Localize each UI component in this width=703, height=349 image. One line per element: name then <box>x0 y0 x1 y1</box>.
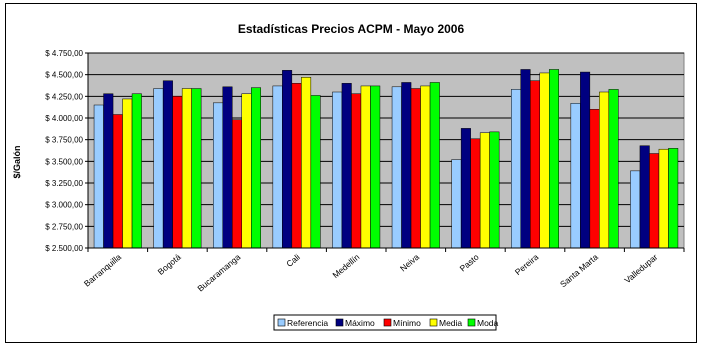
bar-mínimo-bucaramanga <box>232 119 242 249</box>
bar-media-pasto <box>479 132 490 249</box>
y-tick-label: $ 3.000,00 <box>45 201 83 210</box>
y-ticks: $ 2.500,00 $ 2.750,00 $ 3.000,00 $ 3.250,00… <box>45 49 89 253</box>
y-tick-label: $ 2.500,00 <box>45 244 83 253</box>
bar-moda-cali <box>310 95 321 249</box>
bar-máximo-neiva <box>401 82 412 249</box>
bar-mínimo-valledupar <box>649 153 660 249</box>
bar-referencia-medellín <box>332 91 343 249</box>
bar-moda-pasto <box>489 131 500 249</box>
bar-máximo-medellín <box>341 83 352 249</box>
bar-moda-medellín <box>370 85 381 249</box>
bar-media-barranquilla <box>122 98 133 249</box>
bar-máximo-bucaramanga <box>222 86 233 249</box>
legend-swatch <box>429 318 438 327</box>
bar-referencia-barranquilla <box>93 104 104 249</box>
x-tick-label: Santa Marta <box>558 252 600 290</box>
bar-media-bucaramanga <box>241 93 252 249</box>
legend-label: Moda <box>477 318 499 328</box>
legend-label: Máximo <box>345 318 375 328</box>
chart-title: Estadísticas Precios ACPM - Mayo 2006 <box>238 22 465 36</box>
bar-media-cali <box>301 77 312 249</box>
bars <box>93 69 679 249</box>
bar-mínimo-neiva <box>410 88 421 249</box>
bar-moda-barranquilla <box>131 93 142 249</box>
bar-referencia-bucaramanga <box>213 102 223 249</box>
bar-mínimo-cali <box>291 83 302 249</box>
bar-moda-neiva <box>429 82 440 249</box>
bar-mínimo-pereira <box>530 80 540 249</box>
bar-máximo-santa marta <box>580 71 591 249</box>
bar-referencia-valledupar <box>630 170 641 249</box>
bar-moda-bogotá <box>191 88 202 249</box>
legend-swatch <box>383 318 392 327</box>
bar-máximo-bogotá <box>162 80 173 249</box>
bar-máximo-cali <box>282 70 293 249</box>
x-tick-label: Pasto <box>458 252 481 274</box>
bar-mínimo-pasto <box>470 138 481 249</box>
y-tick-label: $ 4.750,00 <box>45 49 83 58</box>
legend-swatch <box>467 318 476 327</box>
bar-media-neiva <box>420 85 431 249</box>
y-tick-label: $ 3.750,00 <box>45 136 83 145</box>
x-tick-label: Pereira <box>513 252 541 277</box>
legend: Referencia Máximo Mínimo Media Moda <box>273 314 499 331</box>
bar-moda-valledupar <box>668 148 679 249</box>
y-tick-label: $ 4.250,00 <box>45 92 83 101</box>
bar-moda-santa marta <box>608 89 619 249</box>
bar-referencia-pereira <box>511 89 521 249</box>
legend-label: Referencia <box>287 318 328 328</box>
bar-media-santa marta <box>599 91 610 249</box>
x-ticks: Barranquilla Bogotá Bucaramanga Cali Medellí… <box>82 247 685 294</box>
bar-máximo-barranquilla <box>103 93 114 249</box>
y-tick-label: $ 4.500,00 <box>45 71 83 80</box>
bar-máximo-pasto <box>460 128 471 249</box>
y-tick-label: $ 3.250,00 <box>45 179 83 188</box>
x-tick-label: Medellín <box>330 252 361 280</box>
y-tick-label: $ 4.000,00 <box>45 114 83 123</box>
x-tick-label: Bucaramanga <box>195 252 242 294</box>
y-tick-label: $ 2.750,00 <box>45 222 83 231</box>
x-tick-label: Bogotá <box>156 252 183 277</box>
bar-media-pereira <box>539 72 550 249</box>
bar-media-medellín <box>360 85 371 249</box>
x-tick-label: Cali <box>284 252 302 269</box>
bar-moda-pereira <box>549 69 559 249</box>
bar-referencia-cali <box>272 85 283 249</box>
legend-swatch <box>277 318 286 327</box>
bar-media-valledupar <box>658 148 669 249</box>
x-tick-label: Valledupar <box>622 252 659 285</box>
legend-label: Mínimo <box>393 318 421 328</box>
bar-mínimo-bogotá <box>172 96 183 249</box>
bar-moda-bucaramanga <box>251 87 261 249</box>
bar-media-bogotá <box>181 88 192 249</box>
legend-swatch <box>335 318 344 327</box>
bar-mínimo-santa marta <box>589 109 600 249</box>
y-axis-label: $/Galón <box>12 145 22 178</box>
bar-referencia-santa marta <box>570 103 581 249</box>
bar-referencia-bogotá <box>153 88 164 249</box>
bar-máximo-pereira <box>520 69 531 249</box>
bar-máximo-valledupar <box>639 145 650 249</box>
bar-mínimo-barranquilla <box>112 114 123 249</box>
bar-referencia-neiva <box>391 86 402 249</box>
bar-referencia-pasto <box>451 159 462 249</box>
x-tick-label: Neiva <box>398 252 421 274</box>
y-tick-label: $ 3.500,00 <box>45 157 83 166</box>
legend-label: Media <box>439 318 462 328</box>
x-tick-label: Barranquilla <box>82 252 123 289</box>
bar-mínimo-medellín <box>351 93 362 249</box>
